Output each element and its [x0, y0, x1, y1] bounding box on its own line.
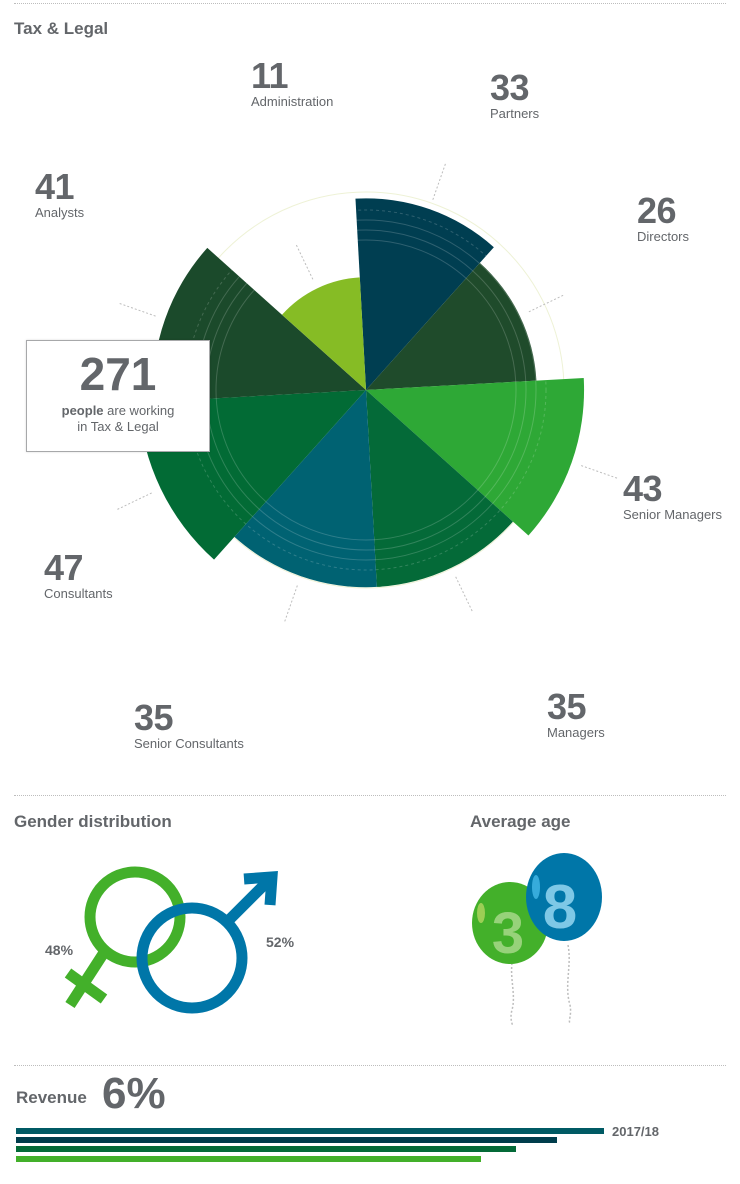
age-digit-2: 8 [543, 873, 577, 942]
label-consultants-name: Consultants [44, 586, 113, 601]
leader-line-senior-consultants [284, 585, 298, 622]
female-symbol-icon [64, 866, 186, 1008]
section-title-gender: Gender distribution [14, 812, 172, 831]
label-analysts: 41 Analysts [35, 166, 85, 220]
label-senior-managers-number: 43 [623, 468, 663, 509]
rose-slice-administration [282, 277, 366, 390]
total-text-line1: people are working [27, 403, 209, 419]
revenue-bar-4 [16, 1156, 481, 1162]
revenue-bar-3 [16, 1146, 516, 1152]
label-directors-name: Directors [637, 229, 690, 244]
divider-middle [14, 795, 726, 796]
male-percent: 52% [266, 934, 295, 950]
leader-line-analysts [119, 303, 156, 317]
rose-inner-ring [215, 239, 517, 541]
label-senior-consultants-name: Senior Consultants [134, 736, 244, 751]
rose-slice-managers [366, 390, 513, 587]
label-managers: 35 Managers [547, 686, 605, 740]
label-administration-name: Administration [251, 94, 334, 109]
revenue-year: 2017/18 [612, 1124, 659, 1139]
revenue-bar-1 [16, 1128, 604, 1134]
total-box: 271 people are working in Tax & Legal [26, 340, 210, 452]
label-directors: 26 Directors [637, 190, 690, 244]
leader-line-consultants [117, 492, 152, 510]
label-directors-number: 26 [637, 190, 677, 231]
label-senior-consultants-number: 35 [134, 697, 174, 738]
label-consultants: 47 Consultants [44, 547, 113, 601]
label-partners-name: Partners [490, 106, 540, 121]
label-administration-number: 11 [251, 55, 289, 96]
label-consultants-number: 47 [44, 547, 84, 588]
female-percent: 48% [45, 942, 74, 958]
label-analysts-number: 41 [35, 166, 75, 207]
rose-slice-senior-managers [366, 378, 585, 536]
total-text1: are working [103, 403, 175, 418]
age-digit-1: 3 [492, 901, 524, 966]
label-analysts-name: Analysts [35, 205, 85, 220]
divider-top [14, 3, 726, 4]
revenue-percent: 6% [102, 1069, 166, 1118]
label-partners-number: 33 [490, 67, 530, 108]
label-senior-consultants: 35 Senior Consultants [134, 697, 244, 751]
label-administration: 11 Administration [251, 55, 334, 109]
label-managers-name: Managers [547, 725, 605, 740]
revenue-bar-2 [16, 1137, 557, 1143]
balloon-string-1 [510, 962, 515, 1027]
section-title-revenue: Revenue [16, 1088, 87, 1107]
leader-line-managers [455, 576, 473, 612]
section-title-age: Average age [470, 812, 571, 831]
rose-slice-directors [366, 262, 537, 390]
divider-bottom [14, 1065, 726, 1066]
rose-slice-partners [355, 198, 494, 390]
male-symbol-icon [136, 871, 278, 1014]
leader-line-directors [528, 294, 564, 313]
gender-symbols [64, 866, 278, 1014]
total-text-line2: in Tax & Legal [77, 419, 159, 434]
rose-slice-senior-consultants [234, 390, 377, 588]
label-senior-managers-name: Senior Managers [623, 507, 722, 522]
balloon-8-icon: 8 [526, 853, 602, 942]
age-balloons: 3 8 [472, 853, 602, 1027]
balloon-string-2 [566, 944, 572, 1024]
label-partners: 33 Partners [490, 67, 540, 121]
total-bold-text: people [61, 403, 104, 418]
label-managers-number: 35 [547, 686, 587, 727]
leader-line-partners [432, 163, 446, 200]
label-senior-managers: 43 Senior Managers [623, 468, 722, 522]
section-title-tax-legal: Tax & Legal [14, 19, 109, 38]
total-number: 271 [79, 348, 157, 400]
leader-line-senior-managers [581, 465, 618, 479]
